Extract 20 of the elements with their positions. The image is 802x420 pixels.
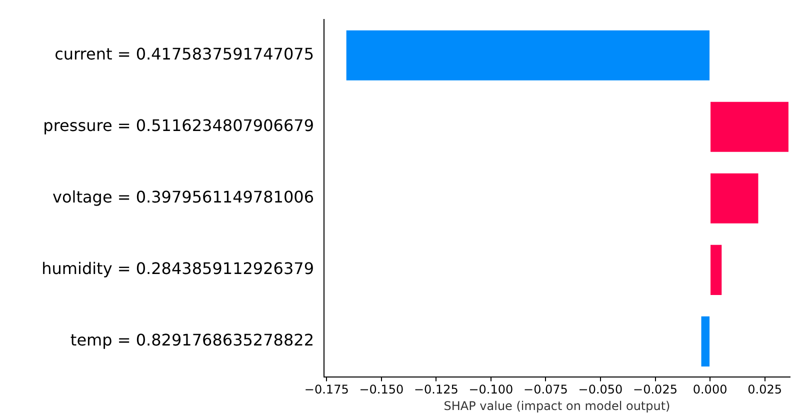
x-tick-label: −0.025 bbox=[633, 382, 678, 397]
bar bbox=[710, 102, 788, 152]
bar bbox=[346, 30, 710, 80]
x-tick-label: 0.000 bbox=[692, 382, 728, 397]
x-tick-label: −0.175 bbox=[304, 382, 349, 397]
y-tick-label: pressure = 0.5116234807906679 bbox=[43, 116, 314, 136]
y-tick-label: current = 0.4175837591747075 bbox=[54, 44, 314, 64]
x-tick-label: −0.075 bbox=[524, 382, 568, 397]
x-axis-title: SHAP value (impact on model output) bbox=[444, 398, 670, 413]
y-tick-label: humidity = 0.2843859112926379 bbox=[42, 259, 314, 278]
x-tick-label: 0.025 bbox=[748, 382, 782, 397]
x-tick-label: −0.125 bbox=[414, 382, 458, 397]
y-tick-label: voltage = 0.3979561149781006 bbox=[52, 188, 314, 207]
bar bbox=[701, 316, 710, 366]
y-tick-label: temp = 0.8291768635278822 bbox=[70, 330, 314, 350]
x-tick-label: −0.050 bbox=[578, 382, 623, 397]
x-tick-label: −0.100 bbox=[468, 382, 514, 397]
x-tick-label: −0.150 bbox=[359, 382, 404, 397]
bar bbox=[710, 173, 758, 224]
bar bbox=[710, 244, 722, 295]
